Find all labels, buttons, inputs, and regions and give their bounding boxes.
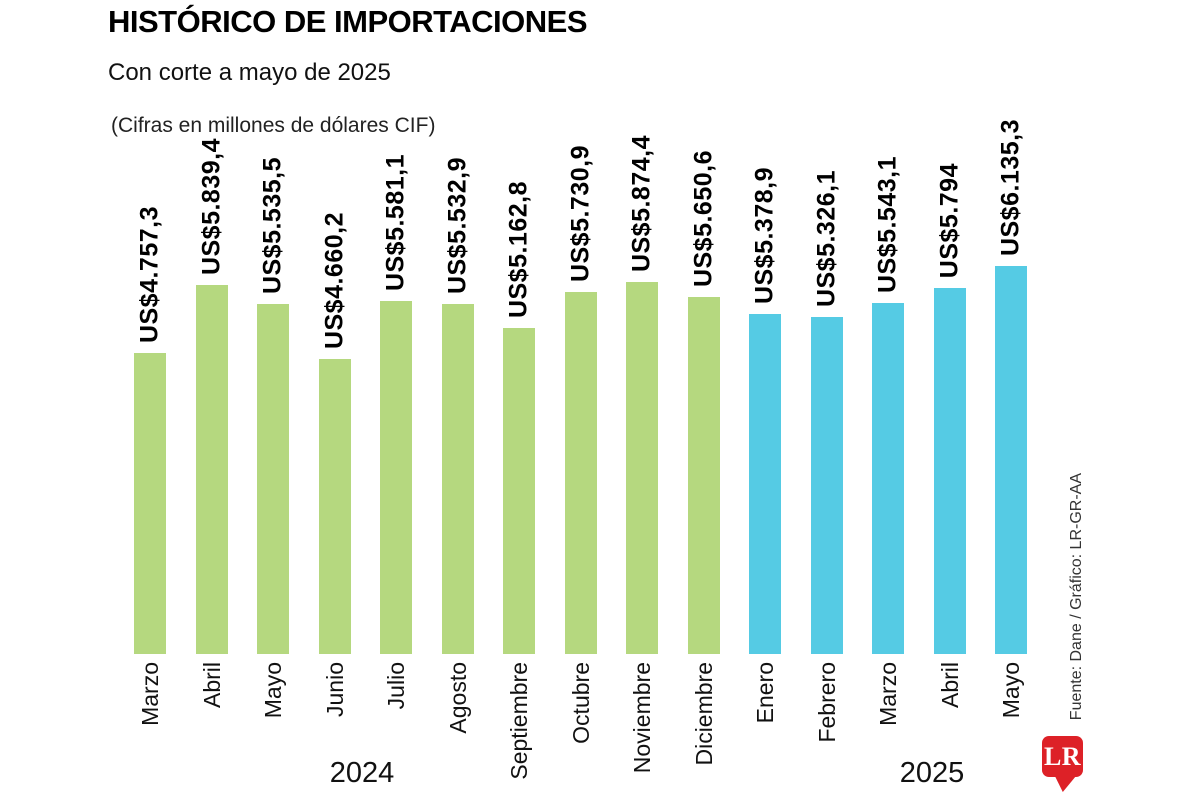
bar-2025-mayo bbox=[995, 266, 1027, 654]
bar-month-label: Agosto bbox=[444, 662, 471, 734]
bar-2024-marzo bbox=[134, 353, 166, 654]
bar-value-label: US$6.135,3 bbox=[996, 118, 1025, 256]
bar-value-label: US$5.326,1 bbox=[811, 169, 840, 307]
bar-month-label: Diciembre bbox=[690, 662, 717, 766]
bar-value-label: US$5.650,6 bbox=[688, 149, 717, 287]
bar-value-label: US$5.162,8 bbox=[504, 180, 533, 318]
bar-month-label: Abril bbox=[936, 662, 963, 709]
year-label-2024: 2024 bbox=[329, 757, 395, 789]
bar-value-label: US$5.794 bbox=[934, 162, 963, 278]
bar-month-label: Mayo bbox=[259, 662, 286, 719]
bar-2024-agosto bbox=[441, 304, 474, 654]
bar-2025-febrero bbox=[810, 317, 843, 654]
bar-2025-enero bbox=[749, 314, 781, 654]
bar-month-label: Noviembre bbox=[628, 662, 655, 774]
lr-logo-text: LR bbox=[1043, 741, 1082, 771]
bar-2024-diciembre bbox=[687, 297, 720, 654]
chart-title: HISTÓRICO DE IMPORTACIONES bbox=[108, 4, 588, 39]
bar-value-label: US$5.730,9 bbox=[565, 144, 594, 282]
year-label-2025: 2025 bbox=[899, 757, 965, 789]
bar-month-label: Marzo bbox=[874, 662, 901, 726]
bar-month-label: Mayo bbox=[997, 662, 1024, 719]
bar-2024-mayo bbox=[257, 304, 289, 654]
bar-2024-junio bbox=[318, 359, 351, 654]
chart-unit-note: (Cifras en millones de dólares CIF) bbox=[111, 114, 436, 137]
bar-value-label: US$5.532,9 bbox=[442, 156, 471, 294]
bar-value-label: US$5.543,1 bbox=[873, 155, 902, 293]
bar-month-label: Marzo bbox=[136, 662, 163, 726]
bar-2024-julio bbox=[380, 301, 412, 654]
bar-month-label: Enero bbox=[751, 662, 778, 724]
bar-month-label: Septiembre bbox=[505, 662, 532, 780]
bar-month-label: Abril bbox=[198, 662, 225, 709]
bar-2025-marzo bbox=[872, 303, 904, 654]
bar-month-label: Octubre bbox=[567, 662, 594, 744]
bar-month-label: Febrero bbox=[813, 662, 840, 743]
bar-month-label: Julio bbox=[382, 662, 409, 710]
bar-2024-septiembre bbox=[503, 328, 535, 654]
bar-2024-abril bbox=[195, 285, 228, 654]
bar-2024-octubre bbox=[564, 292, 597, 654]
bar-value-label: US$4.757,3 bbox=[135, 205, 164, 343]
chart-subtitle: Con corte a mayo de 2025 bbox=[108, 59, 391, 86]
bar-2024-noviembre bbox=[626, 282, 658, 654]
bar-month-label: Junio bbox=[321, 662, 348, 717]
bar-value-label: US$5.535,5 bbox=[258, 156, 287, 294]
bar-value-label: US$4.660,2 bbox=[319, 211, 348, 349]
lr-logo: LR bbox=[1042, 736, 1083, 777]
bar-2025-abril bbox=[933, 288, 966, 654]
bar-value-label: US$5.839,4 bbox=[196, 137, 225, 275]
source-credit: Fuente: Dane / Gráfico: LR-GR-AA bbox=[1068, 472, 1085, 720]
bar-value-label: US$5.874,4 bbox=[627, 134, 656, 272]
bar-value-label: US$5.378,9 bbox=[750, 166, 779, 304]
bar-value-label: US$5.581,1 bbox=[381, 153, 410, 291]
